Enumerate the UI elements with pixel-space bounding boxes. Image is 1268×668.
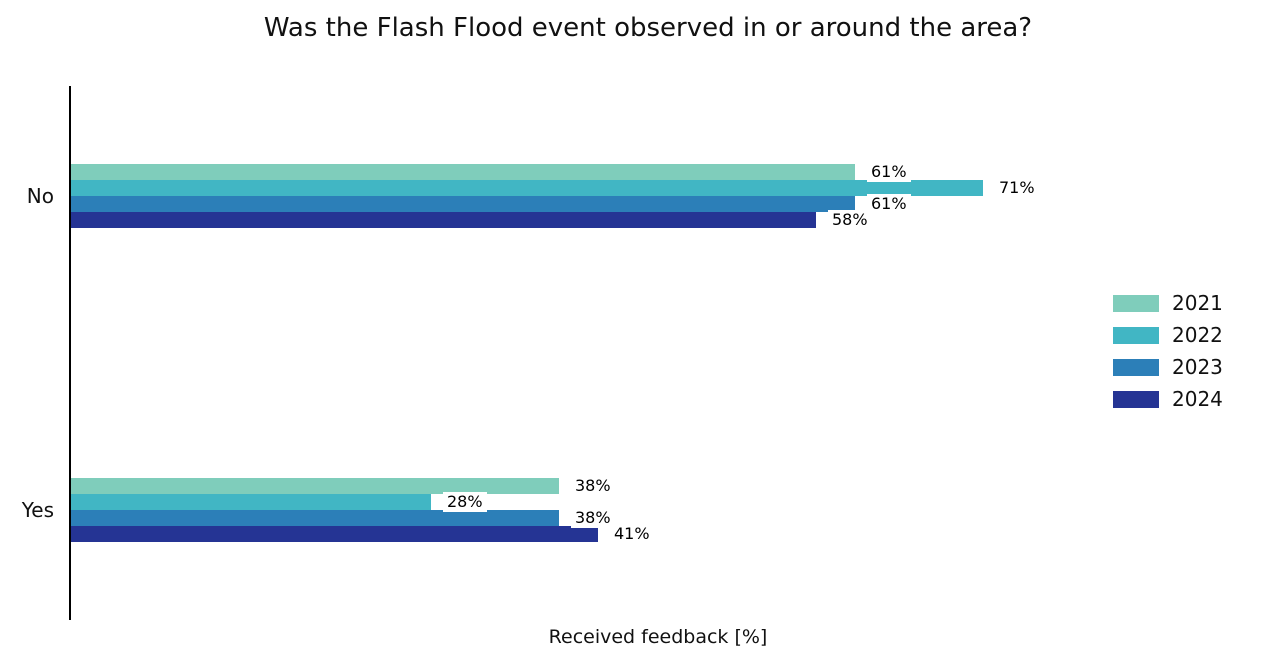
bar-2022-yes	[71, 494, 431, 510]
bar-2022-no	[71, 180, 983, 196]
legend-label-2023: 2023	[1172, 355, 1223, 379]
legend-item-2021: 2021	[1113, 291, 1223, 315]
bar-2023-yes	[71, 510, 559, 526]
bar-2024-yes	[71, 526, 598, 542]
bar-value-label-2022-yes: 28%	[443, 492, 487, 512]
legend-label-2022: 2022	[1172, 323, 1223, 347]
bar-value-label-2024-no: 58%	[828, 210, 872, 230]
bar-2021-no	[71, 164, 855, 180]
bar-2023-no	[71, 196, 855, 212]
legend-swatch-2022	[1113, 327, 1159, 344]
legend-item-2023: 2023	[1113, 355, 1223, 379]
legend-swatch-2024	[1113, 391, 1159, 408]
bar-value-label-2022-no: 71%	[995, 178, 1039, 198]
bar-value-label-2021-no: 61%	[867, 162, 911, 182]
legend-item-2022: 2022	[1113, 323, 1223, 347]
legend-swatch-2021	[1113, 295, 1159, 312]
category-tick-label-yes: Yes	[21, 498, 54, 522]
bar-2021-yes	[71, 478, 559, 494]
bar-2024-no	[71, 212, 816, 228]
category-tick-label-no: No	[26, 184, 54, 208]
legend-label-2024: 2024	[1172, 387, 1223, 411]
legend-swatch-2023	[1113, 359, 1159, 376]
y-axis-line	[69, 86, 71, 620]
chart-title: Was the Flash Flood event observed in or…	[263, 13, 1033, 43]
bar-value-label-2021-yes: 38%	[571, 476, 615, 496]
legend-item-2024: 2024	[1113, 387, 1223, 411]
x-axis-label: Received feedback [%]	[548, 626, 768, 648]
bar-value-label-2024-yes: 41%	[610, 524, 654, 544]
legend-label-2021: 2021	[1172, 291, 1223, 315]
bar-value-label-2023-no: 61%	[867, 194, 911, 214]
legend: 2021 2022 2023 2024	[1113, 291, 1223, 423]
bar-value-label-2023-yes: 38%	[571, 508, 615, 528]
